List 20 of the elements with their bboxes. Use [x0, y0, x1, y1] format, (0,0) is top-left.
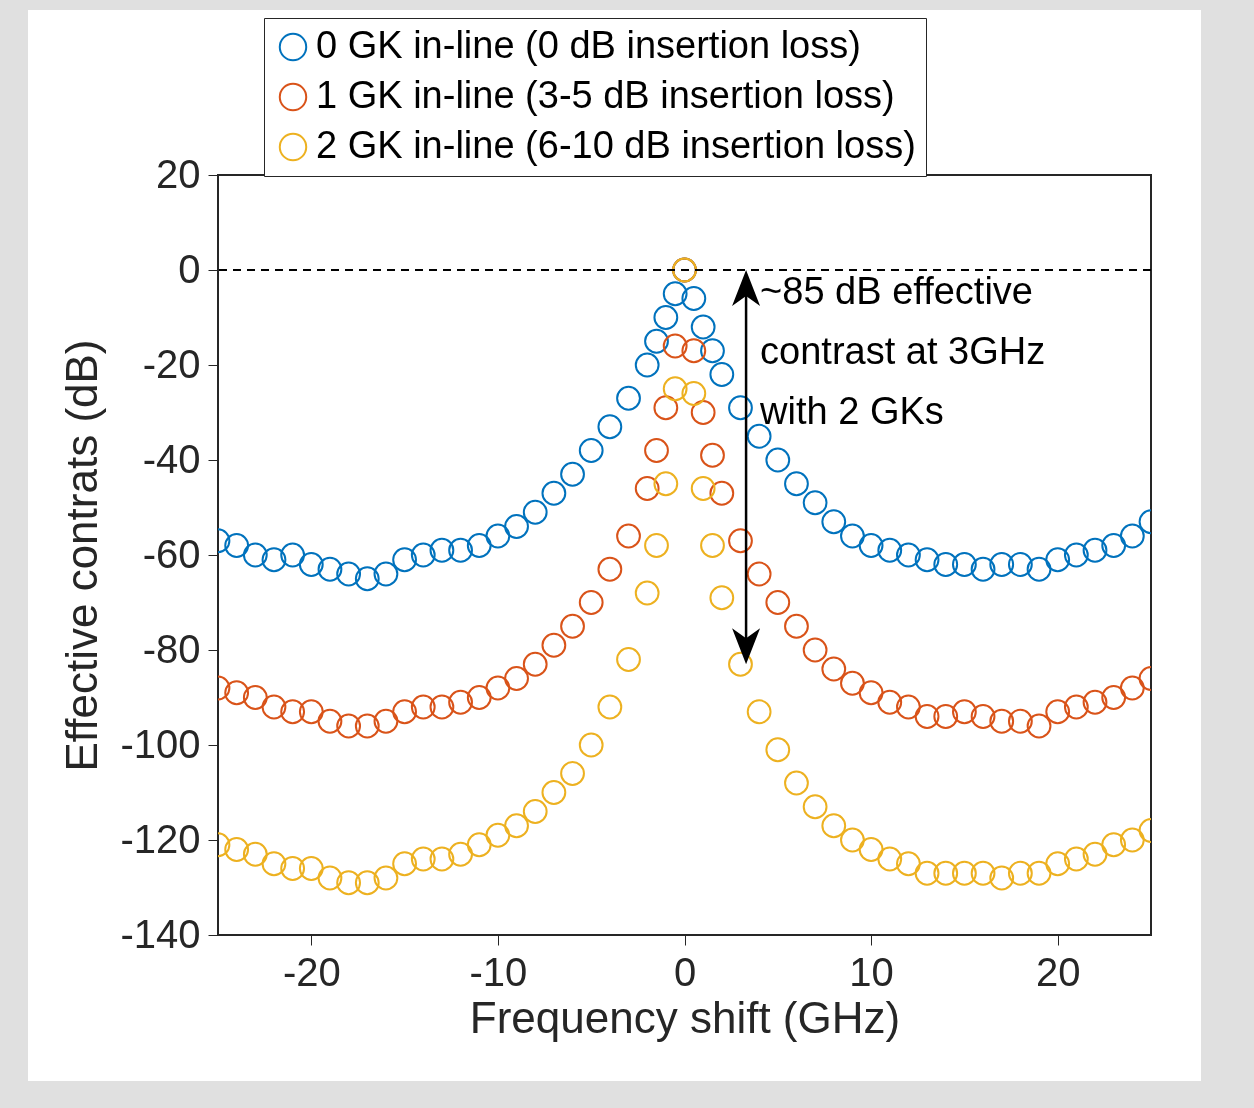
legend-label: 1 GK in-line (3-5 dB insertion loss) [316, 74, 895, 116]
y-tick-label: -120 [120, 816, 201, 861]
x-axis-title: Frequency shift (GHz) [469, 992, 901, 1042]
x-tick-label: 10 [849, 949, 894, 994]
y-tick-label: -140 [120, 911, 201, 956]
x-tick-label: -20 [282, 949, 341, 994]
x-tick-label: 0 [673, 949, 697, 994]
annotation: ~85 dB effective contrast at 3GHz with 2 GKs [759, 270, 1046, 432]
y-tick-label: -80 [142, 626, 201, 671]
y-tick-label: -20 [142, 341, 201, 386]
x-tick-label: -10 [469, 949, 528, 994]
y-tick-label: 0 [178, 246, 201, 291]
x-tick-label: 20 [1035, 949, 1081, 994]
y-tick-label: -100 [120, 721, 201, 766]
legend-label: 0 GK in-line (0 dB insertion loss) [316, 24, 861, 66]
y-axis-title: Effective contrats (dB) [57, 339, 107, 772]
legend-label: 2 GK in-line (6-10 dB insertion loss) [316, 124, 916, 166]
y-tick-label: -60 [142, 531, 201, 576]
y-tick-label: -40 [142, 436, 201, 481]
y-tick-label: 20 [156, 151, 201, 196]
